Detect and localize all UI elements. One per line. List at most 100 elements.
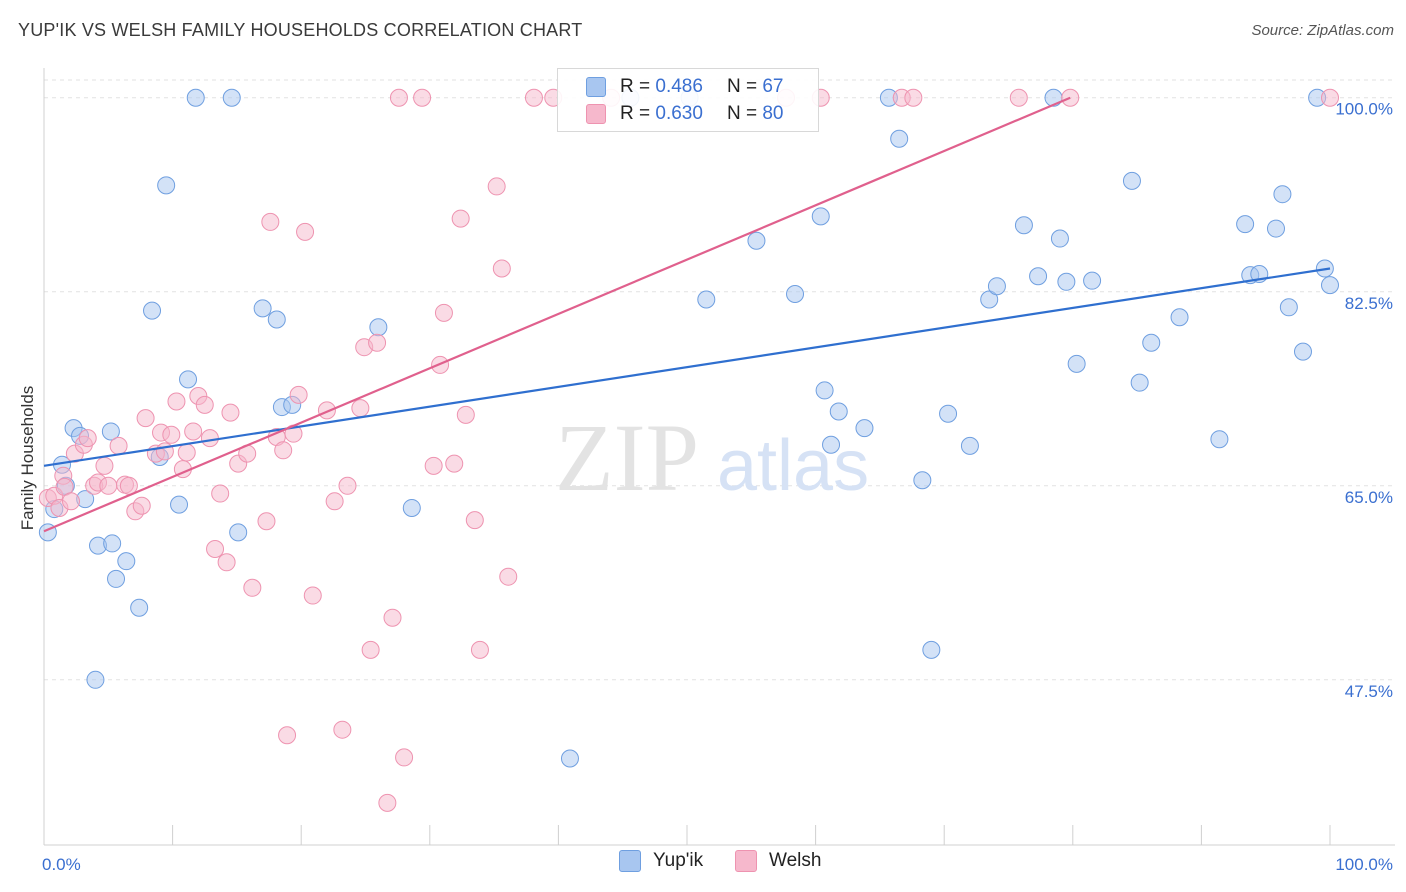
point-yupik [815, 381, 834, 400]
legend-n-value: 67 [762, 76, 784, 97]
point-yupik [980, 290, 999, 309]
point-welsh [109, 436, 128, 455]
point-welsh [368, 333, 387, 352]
point-yupik [1210, 430, 1229, 449]
point-welsh [383, 608, 402, 627]
point-welsh [303, 586, 322, 605]
legend-swatch-yupik [619, 850, 641, 872]
point-welsh [361, 640, 380, 659]
point-yupik [143, 301, 162, 320]
point-yupik [107, 569, 126, 588]
point-welsh [492, 259, 511, 278]
point-yupik [402, 498, 421, 517]
point-yupik [267, 310, 286, 329]
point-yupik [1236, 215, 1255, 234]
point-yupik [229, 523, 248, 542]
point-welsh [95, 456, 114, 475]
point-welsh [184, 422, 203, 441]
point-welsh [1321, 88, 1339, 107]
watermark-atlas: atlas [717, 426, 869, 506]
point-welsh [296, 222, 315, 241]
point-yupik [1014, 216, 1033, 235]
point-yupik [1266, 219, 1285, 238]
source-label: Source: ZipAtlas.com [1251, 22, 1394, 39]
point-yupik [179, 370, 198, 389]
points-layer [38, 88, 1339, 812]
legend-r-value: 0.486 [655, 76, 703, 97]
point-welsh [289, 385, 308, 404]
point-welsh [434, 303, 453, 322]
point-welsh [338, 476, 357, 495]
legend-r-value: 0.630 [655, 103, 703, 124]
point-welsh [132, 496, 151, 515]
point-yupik [1083, 271, 1102, 290]
point-welsh [99, 476, 118, 495]
y-tick-label: 47.5% [1345, 682, 1393, 701]
point-yupik [1122, 171, 1141, 190]
point-yupik [1142, 333, 1161, 352]
legend-row-welsh: R = 0.630 N = 80 [558, 100, 783, 128]
legend-r-label: R = [620, 103, 651, 124]
point-welsh [136, 409, 155, 428]
point-yupik [222, 88, 241, 107]
point-yupik [960, 436, 979, 455]
point-welsh [378, 793, 397, 812]
point-welsh [465, 511, 484, 530]
point-yupik [130, 598, 149, 617]
point-welsh [499, 567, 518, 586]
point-welsh [211, 484, 230, 503]
y-tick-label: 65.0% [1345, 488, 1393, 507]
point-yupik [1050, 229, 1069, 248]
legend-label-welsh: Welsh [769, 850, 822, 871]
tick-labels: 47.5% 65.0% 82.5% 100.0% 0.0% 100.0% [42, 100, 1393, 874]
point-yupik [786, 284, 805, 303]
point-welsh [424, 456, 443, 475]
point-yupik [157, 176, 176, 195]
y-tick-label: 100.0% [1335, 100, 1393, 119]
point-yupik [560, 749, 579, 768]
point-welsh [243, 578, 262, 597]
point-welsh [1009, 88, 1028, 107]
legend-n-label: N = [726, 76, 758, 97]
point-yupik [913, 471, 932, 490]
point-yupik [1170, 308, 1189, 327]
legend-n-label: N = [726, 103, 758, 124]
point-yupik [1293, 342, 1312, 361]
x-tick-label: 100.0% [1335, 855, 1393, 874]
point-welsh [195, 395, 214, 414]
point-yupik [987, 277, 1006, 296]
point-welsh [221, 403, 240, 422]
point-welsh [261, 212, 280, 231]
point-yupik [811, 207, 830, 226]
point-yupik [1273, 185, 1292, 204]
point-yupik [1057, 272, 1076, 291]
point-yupik [922, 640, 941, 659]
point-yupik [186, 88, 205, 107]
point-welsh [325, 492, 344, 511]
point-welsh [206, 539, 225, 558]
legend-r-label: R = [620, 76, 651, 97]
point-welsh [200, 429, 219, 448]
point-welsh [78, 429, 97, 448]
point-welsh [456, 405, 475, 424]
point-welsh [167, 392, 186, 411]
point-welsh [904, 88, 923, 107]
point-welsh [487, 177, 506, 196]
point-welsh [470, 640, 489, 659]
legend-row-yupik: R = 0.486 N = 67 [558, 73, 783, 101]
point-yupik [822, 435, 841, 454]
point-yupik [103, 534, 122, 553]
point-yupik [697, 290, 716, 309]
point-yupik [117, 552, 136, 571]
point-yupik [1321, 276, 1339, 295]
point-yupik [890, 129, 909, 148]
point-welsh [451, 209, 470, 228]
legend-label-yupik: Yup'ik [653, 850, 704, 871]
point-yupik [1279, 298, 1298, 317]
point-welsh [524, 88, 543, 107]
point-yupik [855, 419, 874, 438]
point-yupik [1029, 267, 1048, 286]
point-welsh [162, 425, 181, 444]
point-welsh [333, 720, 352, 739]
